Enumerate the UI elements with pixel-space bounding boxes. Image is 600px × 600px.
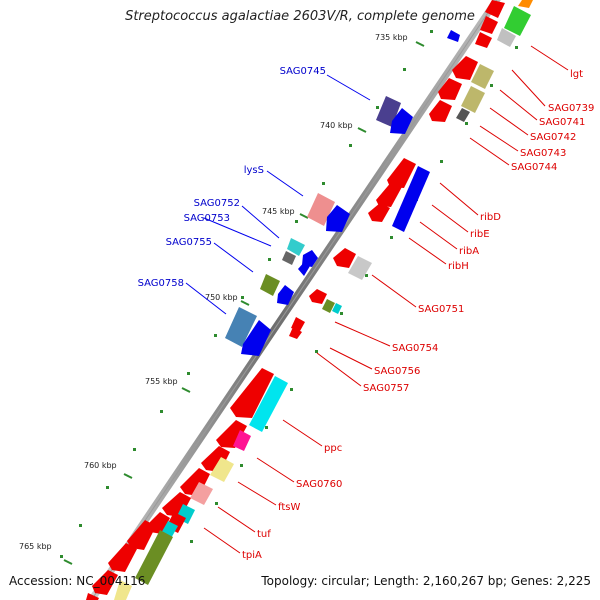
gene-label-SAG0743: SAG0743 <box>520 148 566 159</box>
tick-dots-inner <box>190 46 518 543</box>
minus-strand-genes <box>86 0 533 600</box>
ruler-label: 735 kbp <box>375 33 408 42</box>
gene-label-ftsW: ftsW <box>278 502 300 513</box>
gene-label-ppc: ppc <box>324 443 342 454</box>
plus-strand-genes <box>225 30 460 356</box>
gene-label-SAG0741: SAG0741 <box>539 117 585 128</box>
ruler-label: 755 kbp <box>145 377 178 386</box>
gene-label-SAG0754: SAG0754 <box>392 343 438 354</box>
gene-label-SAG0756: SAG0756 <box>374 366 420 377</box>
gene-label-SAG0751: SAG0751 <box>418 304 464 315</box>
gene-label-SAG0745: SAG0745 <box>280 66 326 77</box>
minus-labels: lgt SAG0739 SAG0741 SAG0742 SAG0743 SAG0… <box>242 69 594 561</box>
gene-label-SAG0742: SAG0742 <box>530 132 576 143</box>
accession-text: Accession: NC_004116 <box>9 574 146 588</box>
tick-dots-outer <box>60 30 433 558</box>
minus-label-lines <box>203 45 569 554</box>
gene-label-SAG0757: SAG0757 <box>363 383 409 394</box>
gene-label-SAG0758: SAG0758 <box>138 278 184 289</box>
gene-label-lgt: lgt <box>570 69 583 80</box>
topology-text: Topology: circular; Length: 2,160,267 bp… <box>261 574 591 588</box>
gene-label-lysS: lysS <box>244 165 264 176</box>
gene-label-tpiA: tpiA <box>242 550 262 561</box>
gene-label-SAG0755: SAG0755 <box>166 237 212 248</box>
gene-label-SAG0744: SAG0744 <box>511 162 557 173</box>
ruler: 735 kbp 740 kbp 745 kbp 750 kbp 755 kbp … <box>19 33 408 551</box>
gene-label-ribD: ribD <box>480 212 501 223</box>
gene-label-ribE: ribE <box>470 229 490 240</box>
gene-label-SAG0739: SAG0739 <box>548 103 594 114</box>
gene-label-ribA: ribA <box>459 246 479 257</box>
plus-labels: SAG0745 lysS SAG0752 SAG0753 SAG0755 SAG… <box>138 66 326 289</box>
gene-label-SAG0753: SAG0753 <box>184 213 230 224</box>
gene-label-ribH: ribH <box>448 261 469 272</box>
gene-label-tuf: tuf <box>257 529 271 540</box>
ruler-label: 750 kbp <box>205 293 238 302</box>
ruler-label: 760 kbp <box>84 461 117 470</box>
plus-label-lines <box>185 74 371 315</box>
ruler-ticks <box>63 41 425 565</box>
ruler-label: 765 kbp <box>19 542 52 551</box>
ruler-label: 745 kbp <box>262 207 295 216</box>
gene-label-SAG0760: SAG0760 <box>296 479 342 490</box>
map-title: Streptococcus agalactiae 2603V/R, comple… <box>125 9 475 24</box>
ruler-label: 740 kbp <box>320 121 353 130</box>
gene-label-SAG0752: SAG0752 <box>194 198 240 209</box>
